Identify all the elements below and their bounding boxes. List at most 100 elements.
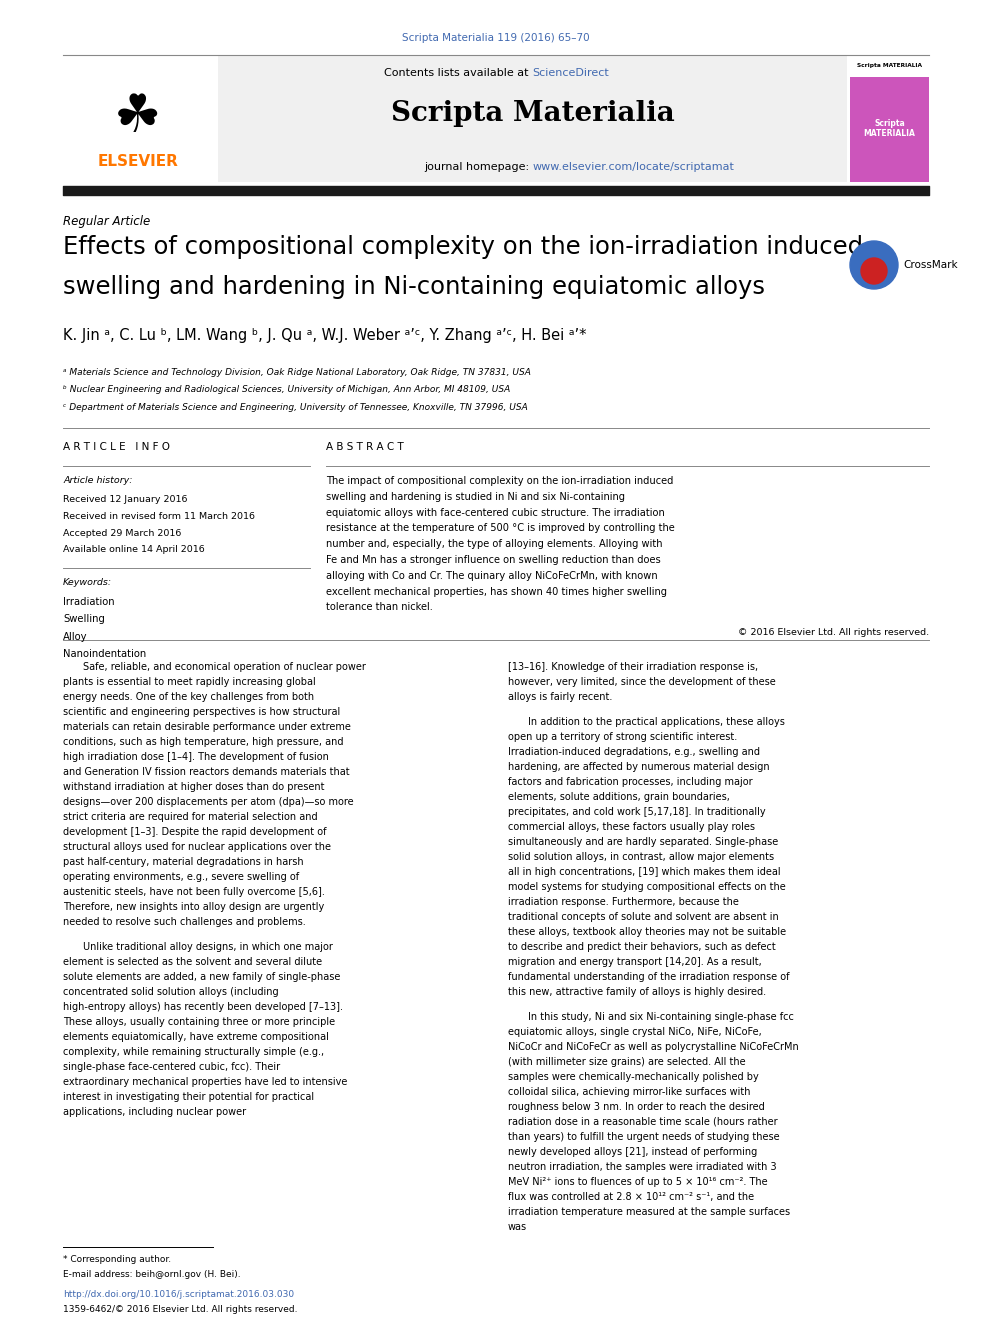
Text: single-phase face-centered cubic, fcc). Their: single-phase face-centered cubic, fcc). … <box>63 1062 280 1072</box>
Text: 1359-6462/© 2016 Elsevier Ltd. All rights reserved.: 1359-6462/© 2016 Elsevier Ltd. All right… <box>63 1304 298 1314</box>
Text: simultaneously and are hardly separated. Single-phase: simultaneously and are hardly separated.… <box>508 837 779 847</box>
Bar <box>63 56 218 183</box>
Text: commercial alloys, these factors usually play roles: commercial alloys, these factors usually… <box>508 822 755 832</box>
Text: than years) to fulfill the urgent needs of studying these: than years) to fulfill the urgent needs … <box>508 1132 780 1142</box>
Text: Article history:: Article history: <box>63 476 133 486</box>
Text: alloys is fairly recent.: alloys is fairly recent. <box>508 692 612 703</box>
Text: high-entropy alloys) has recently been developed [7–13].: high-entropy alloys) has recently been d… <box>63 1002 343 1012</box>
Text: E-mail address: beih@ornl.gov (H. Bei).: E-mail address: beih@ornl.gov (H. Bei). <box>63 1270 241 1279</box>
Text: factors and fabrication processes, including major: factors and fabrication processes, inclu… <box>508 777 753 787</box>
Text: irradiation response. Furthermore, because the: irradiation response. Furthermore, becau… <box>508 897 739 908</box>
Text: Available online 14 April 2016: Available online 14 April 2016 <box>63 545 204 554</box>
Text: development [1–3]. Despite the rapid development of: development [1–3]. Despite the rapid dev… <box>63 827 326 837</box>
Text: precipitates, and cold work [5,17,18]. In traditionally: precipitates, and cold work [5,17,18]. I… <box>508 807 766 818</box>
Text: http://dx.doi.org/10.1016/j.scriptamat.2016.03.030: http://dx.doi.org/10.1016/j.scriptamat.2… <box>63 1290 294 1299</box>
Text: A R T I C L E   I N F O: A R T I C L E I N F O <box>63 442 170 452</box>
Text: www.elsevier.com/locate/scriptamat: www.elsevier.com/locate/scriptamat <box>533 161 734 172</box>
Text: designs—over 200 displacements per atom (dpa)—so more: designs—over 200 displacements per atom … <box>63 796 353 807</box>
Text: Accepted 29 March 2016: Accepted 29 March 2016 <box>63 529 182 537</box>
Text: neutron irradiation, the samples were irradiated with 3: neutron irradiation, the samples were ir… <box>508 1162 777 1172</box>
Text: swelling and hardening is studied in Ni and six Ni-containing: swelling and hardening is studied in Ni … <box>326 492 626 501</box>
Text: and Generation IV fission reactors demands materials that: and Generation IV fission reactors deman… <box>63 767 349 777</box>
Text: ☘: ☘ <box>114 91 162 143</box>
Text: Keywords:: Keywords: <box>63 578 112 587</box>
Text: ScienceDirect: ScienceDirect <box>533 67 609 78</box>
Text: materials can retain desirable performance under extreme: materials can retain desirable performan… <box>63 722 351 732</box>
Text: scientific and engineering perspectives is how structural: scientific and engineering perspectives … <box>63 706 340 717</box>
Text: excellent mechanical properties, has shown 40 times higher swelling: excellent mechanical properties, has sho… <box>326 586 668 597</box>
Text: roughness below 3 nm. In order to reach the desired: roughness below 3 nm. In order to reach … <box>508 1102 765 1113</box>
Text: Therefore, new insights into alloy design are urgently: Therefore, new insights into alloy desig… <box>63 902 324 912</box>
Text: Received 12 January 2016: Received 12 January 2016 <box>63 495 187 504</box>
Text: Swelling: Swelling <box>63 614 105 624</box>
Text: interest in investigating their potential for practical: interest in investigating their potentia… <box>63 1091 314 1102</box>
Text: The impact of compositional complexity on the ion-irradiation induced: The impact of compositional complexity o… <box>326 476 674 486</box>
Text: solid solution alloys, in contrast, allow major elements: solid solution alloys, in contrast, allo… <box>508 852 774 863</box>
Text: K. Jin ᵃ, C. Lu ᵇ, LM. Wang ᵇ, J. Qu ᵃ, W.J. Weber ᵃ’ᶜ, Y. Zhang ᵃ’ᶜ, H. Bei ᵃ’*: K. Jin ᵃ, C. Lu ᵇ, LM. Wang ᵇ, J. Qu ᵃ, … <box>63 328 586 343</box>
Text: however, very limited, since the development of these: however, very limited, since the develop… <box>508 677 776 687</box>
Text: These alloys, usually containing three or more principle: These alloys, usually containing three o… <box>63 1017 335 1027</box>
Text: Received in revised form 11 March 2016: Received in revised form 11 March 2016 <box>63 512 255 521</box>
Text: (with millimeter size grains) are selected. All the: (with millimeter size grains) are select… <box>508 1057 746 1068</box>
Text: Contents lists available at: Contents lists available at <box>385 67 533 78</box>
Text: elements equiatomically, have extreme compositional: elements equiatomically, have extreme co… <box>63 1032 329 1043</box>
Text: In addition to the practical applications, these alloys: In addition to the practical application… <box>528 717 785 728</box>
Text: Scripta
MATERIALIA: Scripta MATERIALIA <box>864 119 916 138</box>
Text: energy needs. One of the key challenges from both: energy needs. One of the key challenges … <box>63 692 314 703</box>
Text: resistance at the temperature of 500 °C is improved by controlling the: resistance at the temperature of 500 °C … <box>326 524 676 533</box>
Text: traditional concepts of solute and solvent are absent in: traditional concepts of solute and solve… <box>508 912 779 922</box>
Text: open up a territory of strong scientific interest.: open up a territory of strong scientific… <box>508 732 737 742</box>
Text: Alloy: Alloy <box>63 632 87 642</box>
Text: solute elements are added, a new family of single-phase: solute elements are added, a new family … <box>63 972 340 982</box>
Text: these alloys, textbook alloy theories may not be suitable: these alloys, textbook alloy theories ma… <box>508 927 786 937</box>
Text: element is selected as the solvent and several dilute: element is selected as the solvent and s… <box>63 957 322 967</box>
Text: tolerance than nickel.: tolerance than nickel. <box>326 602 434 613</box>
Text: to describe and predict their behaviors, such as defect: to describe and predict their behaviors,… <box>508 942 776 953</box>
Text: NiCoCr and NiCoFeCr as well as polycrystalline NiCoFeCrMn: NiCoCr and NiCoFeCr as well as polycryst… <box>508 1043 799 1052</box>
Text: elements, solute additions, grain boundaries,: elements, solute additions, grain bounda… <box>508 792 730 802</box>
Text: was: was <box>508 1222 527 1232</box>
Text: Safe, reliable, and economical operation of nuclear power: Safe, reliable, and economical operation… <box>83 662 366 672</box>
Text: colloidal silica, achieving mirror-like surfaces with: colloidal silica, achieving mirror-like … <box>508 1088 751 1097</box>
Text: complexity, while remaining structurally simple (e.g.,: complexity, while remaining structurally… <box>63 1046 324 1057</box>
Text: ᵇ Nuclear Engineering and Radiological Sciences, University of Michigan, Ann Arb: ᵇ Nuclear Engineering and Radiological S… <box>63 385 510 394</box>
Text: model systems for studying compositional effects on the: model systems for studying compositional… <box>508 882 786 892</box>
Text: high irradiation dose [1–4]. The development of fusion: high irradiation dose [1–4]. The develop… <box>63 751 329 762</box>
Text: radiation dose in a reasonable time scale (hours rather: radiation dose in a reasonable time scal… <box>508 1117 778 1127</box>
Text: equiatomic alloys with face-centered cubic structure. The irradiation: equiatomic alloys with face-centered cub… <box>326 508 666 517</box>
Text: this new, attractive family of alloys is highly desired.: this new, attractive family of alloys is… <box>508 987 766 998</box>
Text: irradiation temperature measured at the sample surfaces: irradiation temperature measured at the … <box>508 1207 790 1217</box>
Text: past half-century, material degradations in harsh: past half-century, material degradations… <box>63 857 304 867</box>
Text: Nanoindentation: Nanoindentation <box>63 650 146 659</box>
Bar <box>218 56 847 183</box>
Text: Scripta Materialia 119 (2016) 65–70: Scripta Materialia 119 (2016) 65–70 <box>402 33 590 44</box>
Text: alloying with Co and Cr. The quinary alloy NiCoFeCrMn, with known: alloying with Co and Cr. The quinary all… <box>326 570 658 581</box>
Text: operating environments, e.g., severe swelling of: operating environments, e.g., severe swe… <box>63 872 300 882</box>
Text: Irradiation-induced degradations, e.g., swelling and: Irradiation-induced degradations, e.g., … <box>508 747 760 757</box>
Text: plants is essential to meet rapidly increasing global: plants is essential to meet rapidly incr… <box>63 677 315 687</box>
Text: CrossMark: CrossMark <box>903 261 957 270</box>
Text: [13–16]. Knowledge of their irradiation response is,: [13–16]. Knowledge of their irradiation … <box>508 662 758 672</box>
Text: austenitic steels, have not been fully overcome [5,6].: austenitic steels, have not been fully o… <box>63 886 324 897</box>
Text: A B S T R A C T: A B S T R A C T <box>326 442 404 452</box>
Text: all in high concentrations, [19] which makes them ideal: all in high concentrations, [19] which m… <box>508 867 781 877</box>
Text: Scripta Materialia: Scripta Materialia <box>391 101 675 127</box>
Text: flux was controlled at 2.8 × 10¹² cm⁻² s⁻¹, and the: flux was controlled at 2.8 × 10¹² cm⁻² s… <box>508 1192 754 1203</box>
Text: swelling and hardening in Ni-containing equiatomic alloys: swelling and hardening in Ni-containing … <box>63 275 765 299</box>
Text: ELSEVIER: ELSEVIER <box>97 153 179 169</box>
Text: concentrated solid solution alloys (including: concentrated solid solution alloys (incl… <box>63 987 279 998</box>
Text: In this study, Ni and six Ni-containing single-phase fcc: In this study, Ni and six Ni-containing … <box>528 1012 794 1021</box>
Circle shape <box>861 258 887 284</box>
Text: migration and energy transport [14,20]. As a result,: migration and energy transport [14,20]. … <box>508 957 762 967</box>
Text: newly developed alloys [21], instead of performing: newly developed alloys [21], instead of … <box>508 1147 757 1158</box>
Circle shape <box>850 241 898 288</box>
Bar <box>850 56 929 77</box>
Text: ᶜ Department of Materials Science and Engineering, University of Tennessee, Knox: ᶜ Department of Materials Science and En… <box>63 404 528 411</box>
Text: extraordinary mechanical properties have led to intensive: extraordinary mechanical properties have… <box>63 1077 347 1088</box>
Text: needed to resolve such challenges and problems.: needed to resolve such challenges and pr… <box>63 917 306 927</box>
Text: conditions, such as high temperature, high pressure, and: conditions, such as high temperature, hi… <box>63 737 343 747</box>
Text: ᵃ Materials Science and Technology Division, Oak Ridge National Laboratory, Oak : ᵃ Materials Science and Technology Divis… <box>63 368 531 377</box>
Text: Effects of compositional complexity on the ion-irradiation induced: Effects of compositional complexity on t… <box>63 235 863 259</box>
Text: withstand irradiation at higher doses than do present: withstand irradiation at higher doses th… <box>63 782 324 792</box>
Text: equiatomic alloys, single crystal NiCo, NiFe, NiCoFe,: equiatomic alloys, single crystal NiCo, … <box>508 1027 762 1037</box>
